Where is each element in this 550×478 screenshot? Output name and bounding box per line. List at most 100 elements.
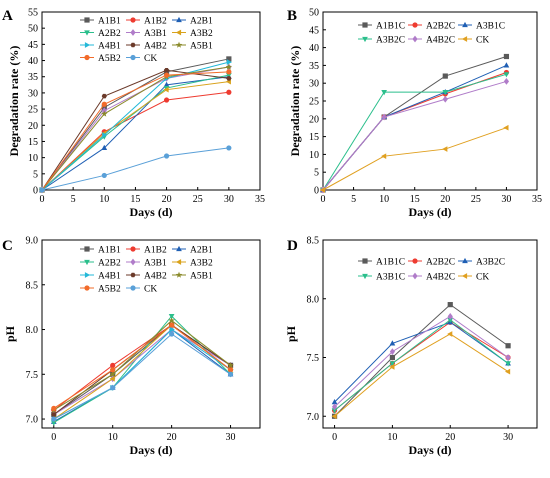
series-a1b2 bbox=[39, 89, 232, 193]
legend-item: A1B2 bbox=[126, 246, 167, 256]
legend-label: A2B2C bbox=[426, 22, 455, 32]
legend-item: A4B1 bbox=[80, 272, 121, 282]
y-tick-label: 7.0 bbox=[307, 412, 320, 423]
x-tick-label: 20 bbox=[167, 432, 177, 443]
data-point bbox=[442, 95, 448, 103]
x-tick-label: 10 bbox=[108, 432, 118, 443]
legend-label: A5B1 bbox=[190, 42, 213, 52]
y-tick-label: 7.5 bbox=[26, 370, 39, 381]
data-point bbox=[503, 78, 510, 85]
legend-item: CK bbox=[458, 273, 489, 283]
legend-item: A3B1C bbox=[458, 22, 505, 32]
data-point bbox=[50, 420, 57, 426]
data-point bbox=[110, 362, 116, 368]
plot-frame bbox=[41, 11, 261, 191]
series-line bbox=[53, 328, 231, 415]
data-point bbox=[442, 73, 448, 79]
x-tick-label: 5 bbox=[351, 194, 356, 205]
series-line bbox=[53, 328, 231, 423]
legend-label: A4B2 bbox=[144, 42, 167, 52]
series-a4b2c bbox=[331, 312, 511, 411]
y-tick-label: 25 bbox=[28, 105, 38, 116]
data-point bbox=[226, 56, 232, 62]
legend-item: CK bbox=[126, 285, 157, 295]
y-axis-title: Degradation rate (%) bbox=[288, 46, 302, 157]
series-a3b2 bbox=[50, 322, 233, 422]
legend: A1B1C A2B2C A3B2C A3B1C A4B2C CK bbox=[358, 258, 505, 283]
panel-letter: A bbox=[2, 8, 13, 24]
y-axis-title: pH bbox=[284, 325, 298, 342]
y-tick-label: 10 bbox=[28, 153, 38, 164]
data-point bbox=[381, 153, 387, 160]
legend-label: A1B2 bbox=[144, 246, 167, 256]
x-axis-title: Days (d) bbox=[129, 205, 172, 219]
y-tick-label: 45 bbox=[309, 25, 319, 36]
legend-marker bbox=[462, 21, 468, 28]
panel-a: A 0 5 10 15 20 25 30 35 0 5 10 15 20 25 30 35 40 45 50 55 Day… bbox=[2, 8, 265, 220]
y-tick-label: 45 bbox=[28, 40, 38, 51]
data-point bbox=[319, 187, 326, 193]
legend-marker bbox=[461, 36, 468, 42]
y-axis-title: Degradation rate (%) bbox=[7, 46, 21, 157]
series-line bbox=[41, 61, 229, 191]
legend-item: A5B1 bbox=[172, 272, 213, 282]
data-point bbox=[442, 90, 449, 96]
legend: A1B1 A1B2 A2B1 A2B2 A3B1 A3B2 A4B1 A4B2 A5B1 A5B2… bbox=[80, 246, 213, 295]
legend-label: A3B2 bbox=[190, 29, 213, 39]
legend-label: A3B1 bbox=[144, 259, 167, 269]
legend-label: A4B1 bbox=[98, 42, 121, 52]
legend-marker bbox=[84, 54, 90, 61]
series-line bbox=[53, 324, 231, 411]
series-a2b1 bbox=[39, 73, 232, 193]
x-tick-label: 5 bbox=[71, 194, 76, 205]
legend-marker bbox=[130, 29, 136, 36]
x-tick-label: 20 bbox=[162, 194, 172, 205]
series-a1b1c bbox=[331, 302, 511, 419]
data-point bbox=[503, 72, 510, 78]
series-line bbox=[322, 56, 507, 191]
legend-marker bbox=[175, 41, 183, 48]
legend-marker bbox=[175, 29, 182, 36]
data-point bbox=[503, 53, 510, 60]
x-tick-label: 25 bbox=[471, 194, 481, 205]
data-point bbox=[163, 68, 170, 73]
legend-item: A1B1 bbox=[80, 246, 121, 256]
legend-item: A1B1C bbox=[358, 22, 405, 32]
series-line bbox=[322, 73, 507, 191]
legend-marker bbox=[461, 273, 468, 279]
x-tick-label: 30 bbox=[226, 432, 236, 443]
data-point bbox=[226, 145, 232, 151]
series-a3b1c bbox=[331, 317, 511, 414]
legend-marker bbox=[362, 22, 368, 28]
y-tick-label: 15 bbox=[28, 137, 38, 148]
series-a3b2c bbox=[320, 72, 510, 194]
legend-marker bbox=[130, 285, 136, 291]
x-tick-label: 10 bbox=[379, 194, 389, 205]
legend-marker bbox=[362, 36, 368, 43]
legend-marker bbox=[84, 30, 90, 36]
data-point bbox=[381, 113, 387, 121]
legend-item: A5B2 bbox=[80, 285, 121, 295]
x-tick-label: 25 bbox=[193, 194, 203, 205]
x-tick-label: 35 bbox=[255, 194, 265, 205]
data-point bbox=[163, 86, 169, 93]
data-point bbox=[163, 81, 170, 87]
legend-marker bbox=[362, 258, 368, 264]
legend-marker bbox=[130, 17, 136, 23]
x-tick-label: 15 bbox=[130, 194, 140, 205]
legend-item: A3B1 bbox=[126, 259, 167, 269]
legend-label: A4B2 bbox=[144, 272, 167, 282]
series-a2b2 bbox=[39, 73, 232, 194]
data-point bbox=[163, 153, 170, 159]
legend: A1B1 A1B2 A2B1 A2B2 A3B1 A3B2 A4B1 A4B2 A5B1 A5B2… bbox=[80, 17, 213, 64]
series-a4b2 bbox=[39, 68, 232, 193]
series-line bbox=[334, 321, 509, 411]
y-tick-label: 35 bbox=[309, 61, 319, 72]
series-line bbox=[41, 66, 229, 191]
legend-marker bbox=[412, 22, 418, 28]
series-line bbox=[322, 64, 507, 191]
series-line bbox=[53, 333, 231, 420]
legend-item: A4B1 bbox=[80, 42, 121, 52]
data-point bbox=[447, 331, 453, 337]
data-point bbox=[227, 371, 234, 377]
